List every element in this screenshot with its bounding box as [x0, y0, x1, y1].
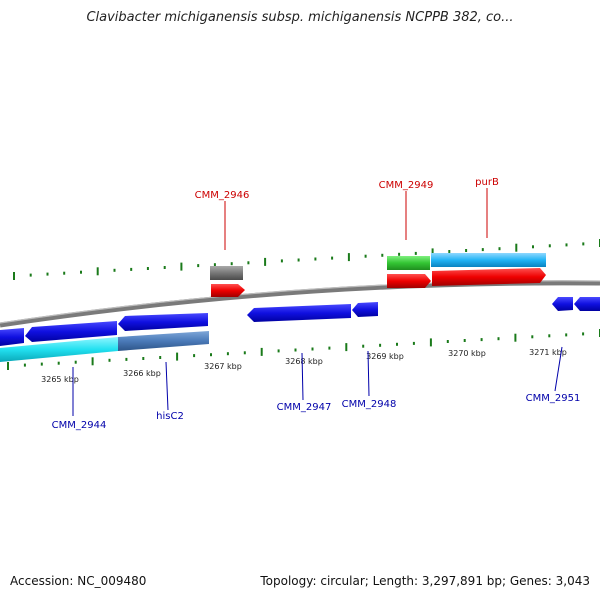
bottom-gene-labels: CMM_2944 hisC2 CMM_2947 CMM_2948 CMM_295…	[52, 346, 581, 431]
gene-CMM_2949-green[interactable]	[387, 256, 430, 270]
label-CMM_2946[interactable]: CMM_2946	[195, 190, 250, 201]
gene-CMM_2944-cyan[interactable]	[0, 337, 118, 362]
gene-hisC2-steel[interactable]	[118, 331, 209, 351]
kbp-label: 3270 kbp	[448, 349, 486, 358]
kbp-label: 3271 kbp	[529, 348, 567, 357]
gene-CMM_2946-grey[interactable]	[210, 266, 243, 280]
inner-tick-ring	[7, 329, 600, 370]
gene-CMM_2949[interactable]	[387, 274, 431, 288]
kbp-scale: 3265 kbp 3266 kbp 3267 kbp 3268 kbp 3269 kbp…	[41, 348, 567, 384]
topology-text: Topology: circular; Length: 3,297,891 bp…	[260, 574, 590, 588]
kbp-label: 3269 kbp	[366, 352, 404, 361]
gene-blue-left-edge[interactable]	[0, 328, 24, 346]
label-CMM_2948[interactable]: CMM_2948	[342, 399, 397, 410]
gene-purB-sky[interactable]	[431, 253, 546, 267]
map-title: Clavibacter michiganensis subsp. michiga…	[86, 10, 514, 25]
label-hisC2[interactable]: hisC2	[156, 411, 184, 422]
gene-hisC2[interactable]	[118, 313, 208, 331]
kbp-label: 3265 kbp	[41, 375, 79, 384]
gene-purB[interactable]	[432, 268, 546, 286]
label-CMM_2951[interactable]: CMM_2951	[526, 393, 581, 404]
kbp-label: 3267 kbp	[204, 362, 242, 371]
outer-tick-ring	[13, 239, 600, 280]
label-CMM_2944[interactable]: CMM_2944	[52, 420, 107, 431]
gene-CMM_2951-b[interactable]	[574, 297, 600, 311]
top-gene-labels: CMM_2946 CMM_2949 purB	[195, 177, 499, 250]
gene-CMM_2948[interactable]	[352, 302, 378, 317]
gene-CMM_2951-a[interactable]	[552, 297, 573, 311]
kbp-label: 3266 kbp	[123, 369, 161, 378]
label-purB[interactable]: purB	[475, 177, 499, 188]
kbp-label: 3268 kbp	[285, 357, 323, 366]
label-CMM_2949[interactable]: CMM_2949	[379, 180, 434, 191]
label-CMM_2947[interactable]: CMM_2947	[277, 402, 332, 413]
gene-CMM_2947[interactable]	[247, 304, 351, 322]
gene-CMM_2946[interactable]	[211, 284, 245, 297]
accession-text: Accession: NC_009480	[10, 574, 147, 588]
gene-CMM_2944[interactable]	[25, 321, 117, 342]
